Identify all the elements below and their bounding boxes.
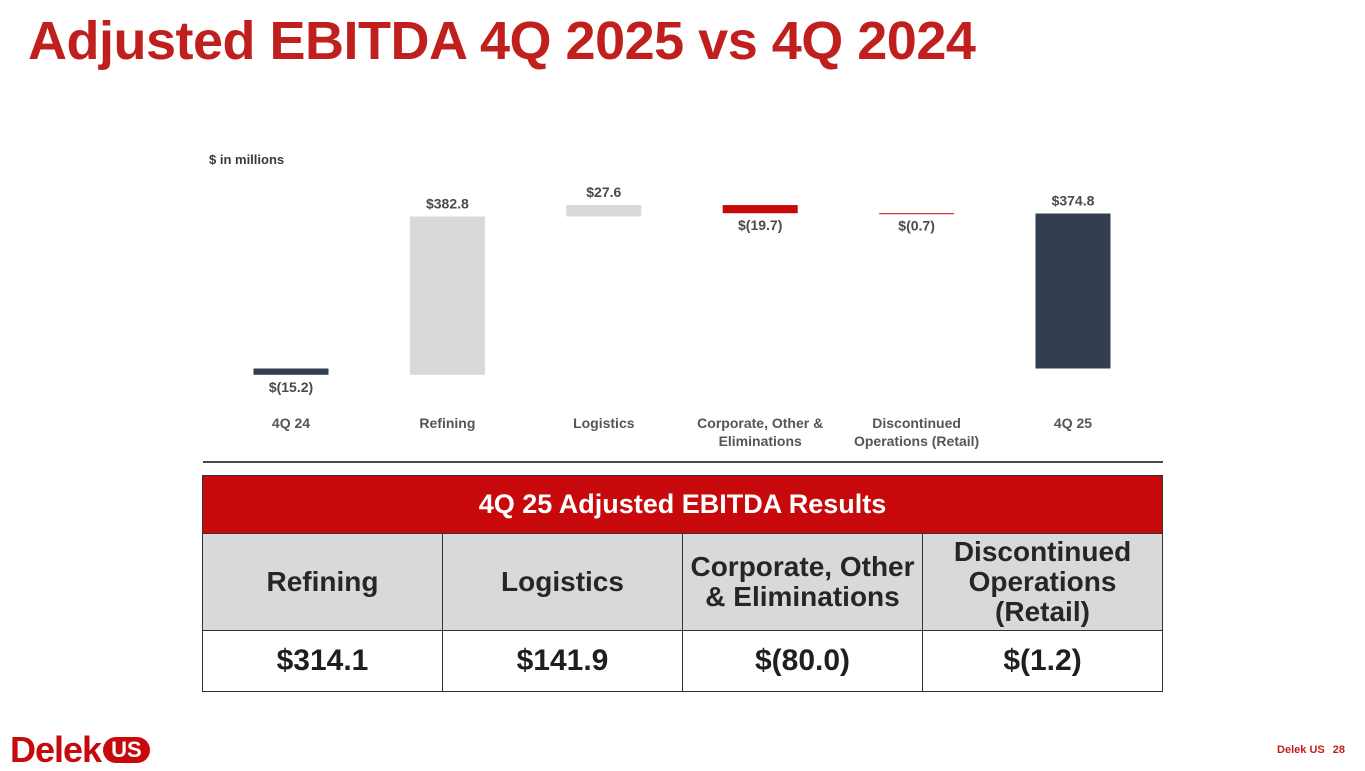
unit-label: $ in millions [209, 152, 285, 167]
bar-4 [879, 213, 955, 215]
data-label-5: $374.8 [1052, 193, 1095, 209]
category-label-4: Discontinued Operations (Retail) [853, 415, 980, 449]
data-label-0: $(15.2) [269, 379, 313, 395]
table-header-discontinued: Discontinued Operations (Retail) [922, 533, 1163, 631]
logo-badge: US [103, 737, 150, 763]
category-label-2: Logistics [573, 415, 635, 431]
page-number: 28 [1332, 744, 1345, 756]
table-value-corporate: $(80.0) [682, 630, 923, 692]
category-label-5: 4Q 25 [1053, 415, 1093, 431]
logo-wordmark: Delek [10, 729, 102, 770]
divider [203, 461, 1163, 463]
data-label-3: $(19.7) [738, 217, 782, 233]
data-label-1: $382.8 [426, 195, 469, 211]
results-table: 4Q 25 Adjusted EBITDA Results Refining L… [202, 475, 1163, 692]
waterfall-chart: $(15.2) $382.8 $27.6 $(19.7) $(0.7) $374.8 [253, 184, 1111, 395]
data-label-2: $27.6 [586, 184, 621, 200]
bar-3 [722, 205, 798, 214]
bar-1 [409, 216, 485, 375]
category-label-1: Refining [419, 415, 476, 431]
table-value-discontinued: $(1.2) [922, 630, 1163, 692]
data-label-4: $(0.7) [898, 218, 935, 234]
table-header-corporate: Corporate, Other & Eliminations [682, 533, 923, 631]
bar-5 [1035, 213, 1111, 369]
category-label-3: Corporate, Other & Eliminations [697, 415, 824, 449]
footer: Delek US 28 [1277, 744, 1345, 756]
table-value-refining: $314.1 [202, 630, 443, 692]
footer-company: Delek US [1277, 744, 1325, 756]
bar-2 [566, 205, 642, 217]
results-table-title: 4Q 25 Adjusted EBITDA Results [202, 475, 1163, 534]
slide-title: Adjusted EBITDA 4Q 2025 vs 4Q 2024 [28, 11, 976, 71]
bar-0 [253, 368, 329, 375]
delek-logo: Delek US [10, 729, 150, 771]
table-header-refining: Refining [202, 533, 443, 631]
table-value-logistics: $141.9 [442, 630, 683, 692]
table-header-logistics: Logistics [442, 533, 683, 631]
category-label-0: 4Q 24 [271, 415, 311, 431]
